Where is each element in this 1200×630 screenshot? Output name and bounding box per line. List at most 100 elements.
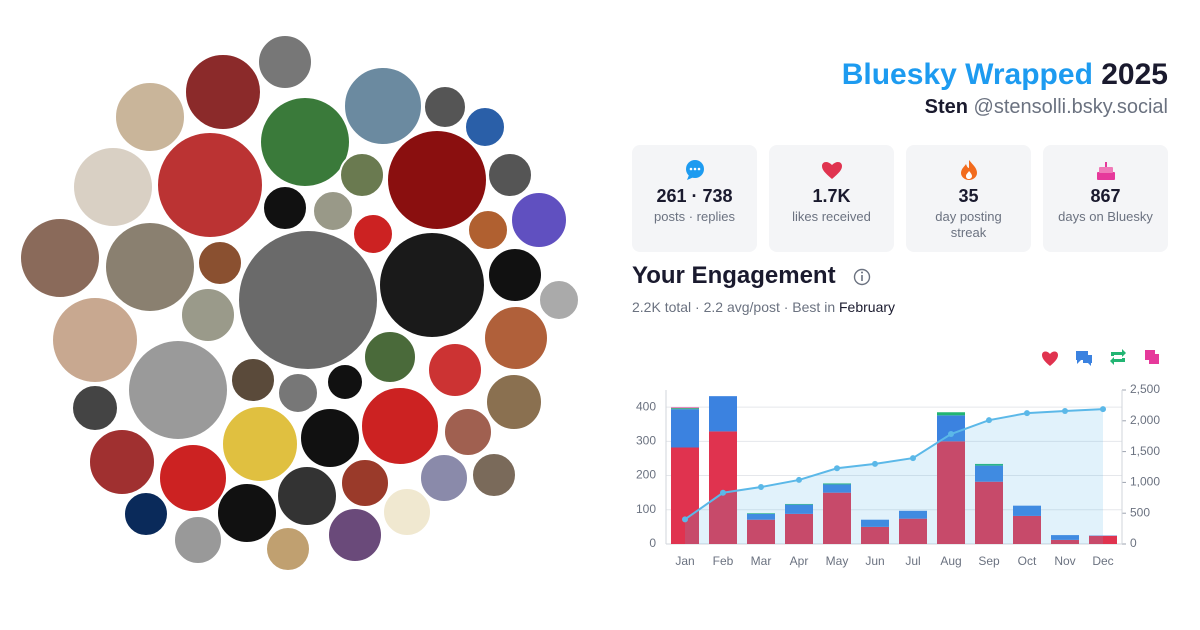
title-text: Bluesky Wrapped — [841, 58, 1093, 91]
section-title: Your Engagement — [632, 262, 836, 289]
stat-card: 1.7K likes received — [769, 145, 894, 252]
stat-card: 35 day posting streak — [906, 145, 1031, 252]
bar-segment — [785, 513, 813, 544]
y-tick-label: 400 — [636, 399, 656, 413]
user-handle: @stensolli.bsky.social — [973, 96, 1168, 118]
y2-tick-label: 0 — [1130, 536, 1137, 550]
stat-label: days on Bluesky — [1058, 209, 1153, 224]
y2-tick-label: 1,000 — [1130, 475, 1160, 489]
cumulative-line — [684, 408, 1104, 521]
summary-text: 2.2K total · 2.2 avg/post · Best in — [632, 299, 836, 315]
stat-value: 867 — [1090, 186, 1121, 206]
stat-value: 35 — [958, 186, 979, 206]
icon — [1097, 162, 1115, 180]
bar-segment — [747, 519, 775, 544]
bar-segment — [975, 465, 1003, 482]
title: Bluesky Wrapped 2025 — [842, 58, 1168, 92]
bar-segment — [899, 518, 927, 544]
x-tick-label: Apr — [790, 554, 809, 568]
legend-icon — [1042, 351, 1058, 366]
line-point — [796, 476, 802, 483]
x-tick-label: Aug — [940, 554, 961, 568]
stat-value: 261 · 738 — [656, 186, 733, 206]
x-tick-label: Oct — [1018, 554, 1037, 568]
legend-icon — [1145, 350, 1159, 364]
x-tick-label: Jun — [865, 554, 884, 568]
bar-segment — [747, 513, 775, 520]
x-tick-label: Dec — [1092, 554, 1113, 568]
stat-card: 261 · 738 posts · replies — [632, 145, 757, 252]
engagement-summary: 2.2K total · 2.2 avg/post · Best in Febr… — [632, 299, 895, 315]
y2-tick-label: 2,000 — [1130, 413, 1160, 427]
icon — [686, 160, 704, 180]
avatar-cloud — [19, 34, 580, 572]
line-point — [872, 460, 878, 467]
x-tick-label: May — [826, 554, 849, 568]
bar-segment — [937, 441, 965, 544]
line-point — [682, 516, 688, 523]
stat-label: posts · replies — [654, 209, 735, 224]
bar-segment — [1013, 515, 1041, 544]
bar-segment — [899, 510, 927, 519]
bar-segment — [823, 484, 851, 493]
bar-segment — [823, 492, 851, 544]
info-icon — [853, 268, 871, 286]
user-name: Sten — [924, 96, 968, 118]
line-point — [948, 431, 954, 438]
legend-icon — [1110, 349, 1126, 365]
line-point — [910, 455, 916, 462]
bar-segment — [975, 481, 1003, 544]
stat-value: 1.7K — [812, 186, 851, 206]
x-tick-label: Jan — [675, 554, 694, 568]
bar-segment — [937, 412, 965, 416]
bar-segment — [975, 463, 1003, 466]
line-point — [834, 465, 840, 472]
bar-segment — [747, 513, 775, 514]
bar-segment — [785, 503, 813, 505]
y-tick-label: 100 — [636, 502, 656, 516]
line-point — [986, 417, 992, 424]
line-point — [1100, 406, 1106, 413]
x-tick-label: Jul — [905, 554, 920, 568]
x-tick-label: Feb — [713, 554, 734, 568]
bar-segment — [1013, 505, 1041, 516]
bar-segment — [823, 483, 851, 485]
line-point — [1024, 410, 1030, 417]
bar-segment — [671, 447, 699, 544]
engagement-chart: 0 100 200 300 400 0 500 1,000 1,500 2,000 2,500 Jan… — [636, 349, 1160, 568]
y-tick-label: 300 — [636, 434, 656, 448]
bar-segment — [1089, 535, 1117, 544]
cumulative-area — [685, 409, 1103, 544]
bar-segment — [1051, 539, 1079, 544]
bar-segment — [709, 396, 737, 432]
stat-label: likes received — [792, 209, 871, 224]
stat-label: day posting streak — [935, 209, 1002, 240]
legend-icon — [1076, 351, 1092, 366]
y2-tick-label: 1,500 — [1130, 444, 1160, 458]
bar-segment — [861, 526, 889, 544]
y2-tick-label: 2,500 — [1130, 382, 1160, 396]
line-point — [720, 489, 726, 496]
bar-segment — [671, 408, 699, 410]
bar-segment — [671, 407, 699, 409]
x-tick-label: Nov — [1054, 554, 1075, 568]
x-tick-label: Mar — [751, 554, 772, 568]
line-point — [758, 484, 764, 491]
icon — [822, 162, 842, 179]
stat-card: 867 days on Bluesky — [1043, 145, 1168, 252]
y-tick-label: 200 — [636, 468, 656, 482]
bar-segment — [709, 431, 737, 544]
user: Sten @stensolli.bsky.social — [925, 96, 1168, 119]
bar-segment — [861, 519, 889, 527]
line-point — [1062, 407, 1068, 414]
y-tick-label: 0 — [649, 536, 656, 550]
bar-segment — [1051, 535, 1079, 540]
bar-segment — [785, 504, 813, 514]
y2-tick-label: 500 — [1130, 505, 1150, 519]
year: 2025 — [1101, 58, 1168, 91]
bar-segment — [671, 409, 699, 448]
x-tick-label: Sep — [978, 554, 1000, 568]
icon — [961, 160, 977, 180]
